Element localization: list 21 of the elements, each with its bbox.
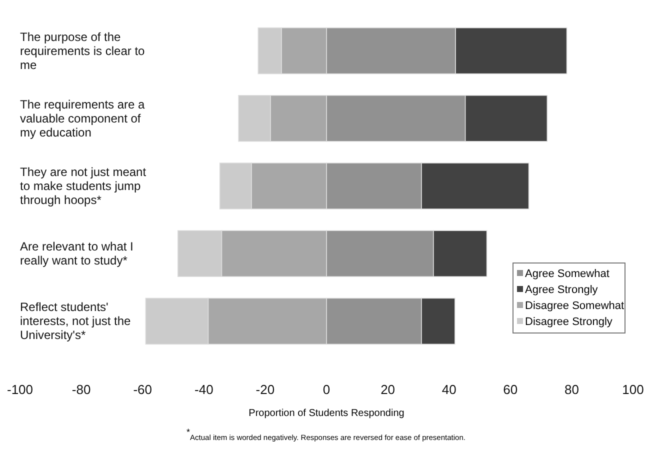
x-tick-label: 80 — [564, 382, 579, 398]
y-tick-label: Are relevant to what I really want to study* — [20, 240, 134, 268]
x-tick-label: -100 — [6, 382, 34, 398]
y-tick-label: They are not just meant to make students jump through hoops* — [20, 165, 147, 207]
x-tick-label: 40 — [442, 382, 456, 398]
x-axis-title: Proportion of Students Responding — [248, 408, 404, 419]
x-tick-label: 60 — [503, 382, 518, 398]
legend-label: Agree Strongly — [525, 284, 598, 296]
x-tick-label: 0 — [322, 382, 330, 398]
x-tick-label: -20 — [256, 382, 275, 398]
y-tick-label: The purpose of the requirements is clear to me — [20, 30, 146, 72]
legend-label: Agree Somewhat — [525, 268, 610, 280]
y-tick-label: Reflect students' interests, not just the University's* — [20, 300, 132, 342]
x-tick-label: 20 — [380, 382, 396, 398]
x-tick-label: -80 — [72, 382, 91, 398]
x-tick-label: 100 — [622, 382, 644, 398]
legend-label: Disagree Strongly — [525, 316, 613, 328]
legend-label: Disagree Somewhat — [525, 300, 624, 312]
x-tick-label: -40 — [194, 382, 214, 398]
y-tick-label: The requirements are a valuable component of my education — [20, 97, 146, 140]
x-tick-label: -60 — [133, 382, 152, 398]
